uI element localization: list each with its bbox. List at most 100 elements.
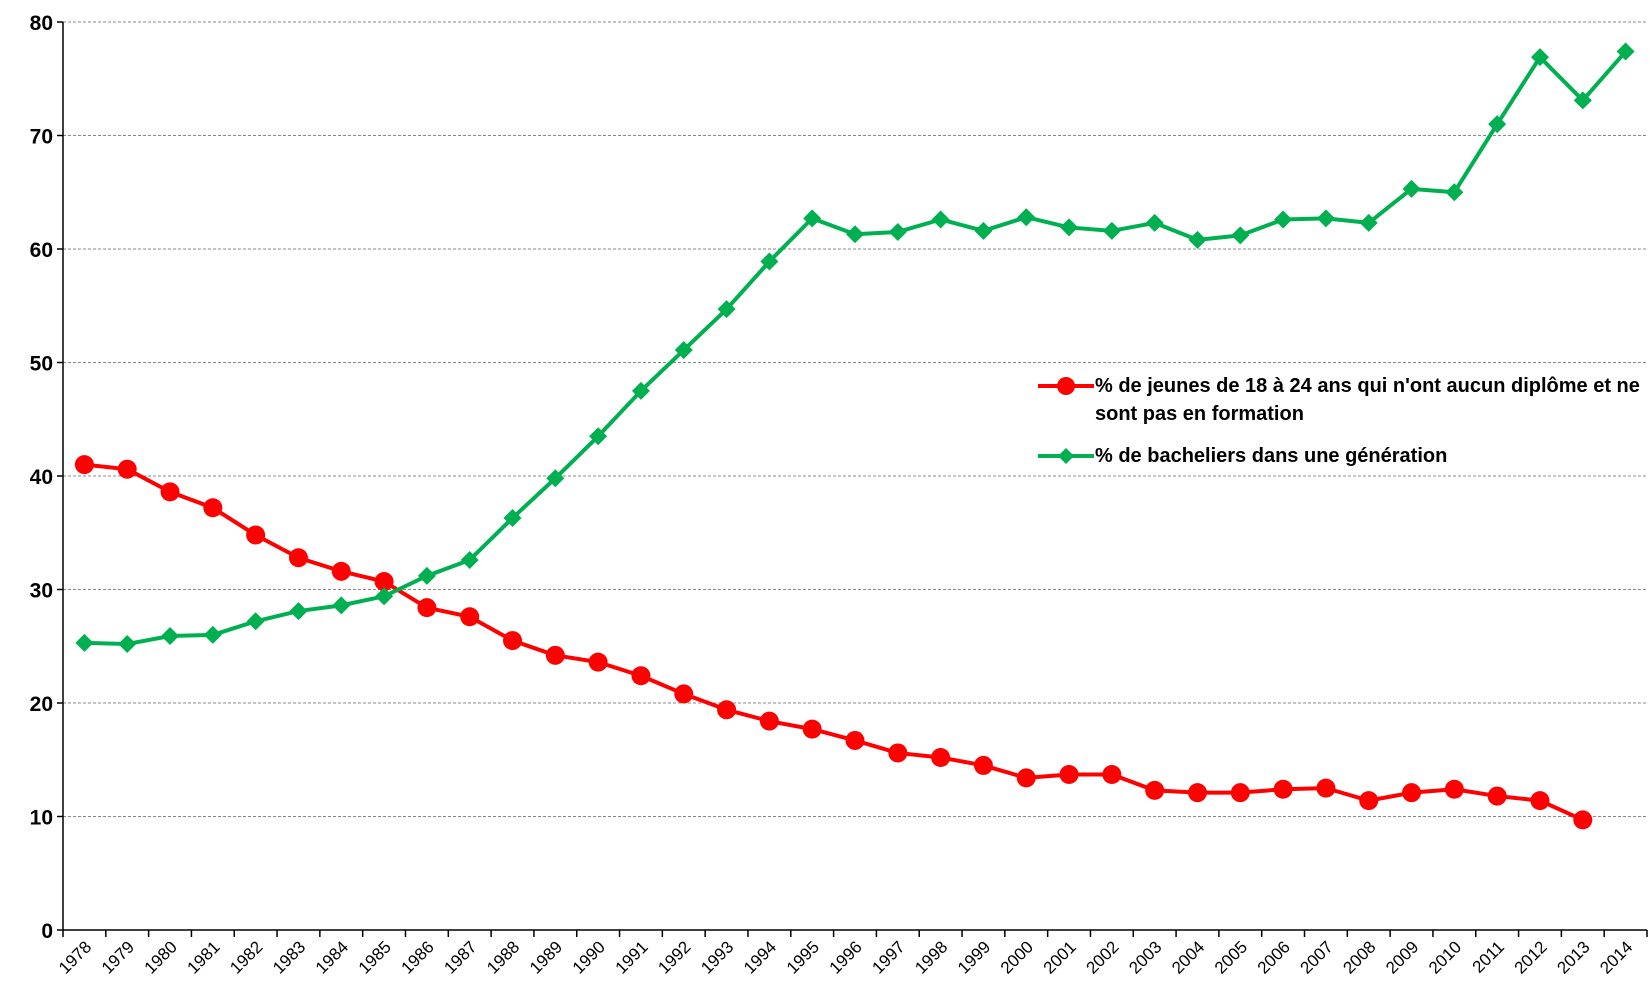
x-tick-label: 1986	[398, 937, 438, 977]
marker	[1188, 230, 1207, 249]
x-tick-label: 2005	[1211, 937, 1251, 977]
x-tick-label: 1988	[483, 937, 523, 977]
marker	[75, 633, 94, 652]
marker	[1616, 42, 1635, 61]
marker	[1444, 779, 1464, 799]
marker	[888, 222, 907, 241]
x-tick-label: 1983	[269, 937, 309, 977]
marker	[1359, 213, 1378, 232]
marker	[546, 469, 565, 488]
x-tick-label: 1997	[868, 937, 908, 977]
marker	[545, 645, 565, 665]
marker	[460, 607, 480, 627]
series-line	[84, 462, 1584, 822]
marker	[589, 427, 608, 446]
marker	[460, 550, 479, 569]
x-tick-label: 2006	[1254, 937, 1294, 977]
x-tick-label: 1985	[355, 937, 395, 977]
marker	[1273, 779, 1293, 799]
x-tick-label: 2011	[1469, 937, 1508, 976]
marker	[74, 455, 94, 475]
marker	[503, 631, 523, 651]
marker	[631, 666, 651, 686]
marker	[1316, 778, 1336, 798]
marker	[375, 587, 394, 606]
y-tick-label: 70	[30, 126, 53, 149]
legend-key	[1038, 377, 1094, 395]
marker	[118, 634, 137, 653]
marker	[203, 625, 222, 644]
x-tick-label: 1987	[440, 937, 480, 977]
marker	[1187, 783, 1207, 803]
series-line	[84, 50, 1628, 646]
marker	[1530, 791, 1550, 811]
marker	[1445, 183, 1464, 202]
marker	[1058, 448, 1074, 464]
x-tick-label: 1981	[183, 937, 223, 977]
marker	[374, 572, 394, 592]
marker	[246, 525, 266, 545]
marker	[1017, 208, 1036, 227]
marker	[846, 225, 864, 244]
x-tick-label: 1979	[98, 937, 138, 977]
x-tick-label: 1989	[526, 937, 566, 977]
y-tick-label: 60	[30, 239, 53, 262]
x-tick-label: 1998	[911, 937, 951, 977]
marker	[331, 561, 351, 581]
marker	[203, 498, 223, 518]
x-tick-label: 2008	[1339, 937, 1379, 977]
marker	[1060, 218, 1079, 237]
marker	[631, 381, 650, 400]
x-tick-label: 1991	[612, 937, 652, 977]
x-tick-label: 1993	[697, 937, 737, 977]
y-tick-label: 10	[30, 807, 53, 830]
marker	[1230, 783, 1250, 803]
x-tick-label: 1992	[654, 937, 694, 977]
x-tick-label: 2002	[1083, 937, 1123, 977]
marker	[1488, 115, 1507, 134]
marker	[845, 730, 865, 750]
marker	[931, 210, 950, 229]
y-tick-label: 20	[30, 693, 53, 716]
y-tick-label: 40	[30, 466, 53, 489]
x-tick-label: 2009	[1382, 937, 1422, 977]
marker	[1359, 791, 1379, 811]
marker	[289, 602, 308, 621]
marker	[1573, 91, 1592, 110]
x-tick-label: 2013	[1553, 937, 1593, 977]
x-tick-label: 1982	[226, 937, 266, 977]
x-tick-label: 2000	[997, 937, 1037, 977]
marker	[888, 743, 908, 763]
marker	[717, 300, 736, 319]
marker	[332, 596, 351, 615]
x-tick-label: 1994	[740, 937, 780, 977]
x-tick-label: 1984	[312, 937, 352, 977]
marker	[1057, 377, 1075, 395]
marker	[1402, 179, 1421, 198]
x-tick-label: 1980	[141, 937, 181, 977]
marker	[1016, 768, 1036, 788]
marker	[760, 252, 779, 271]
marker	[161, 627, 180, 646]
marker	[931, 747, 951, 767]
x-tick-label: 1995	[783, 937, 823, 977]
marker	[288, 548, 308, 568]
x-tick-label: 2001	[1040, 937, 1080, 977]
marker	[503, 508, 522, 527]
legend-key	[1038, 448, 1094, 464]
marker	[417, 566, 436, 585]
x-tick-label: 2012	[1511, 937, 1551, 977]
marker	[1274, 210, 1293, 229]
marker	[717, 700, 737, 720]
marker	[588, 652, 608, 672]
marker	[246, 612, 265, 631]
marker	[1316, 209, 1335, 228]
x-tick-label: 1990	[569, 937, 609, 977]
marker	[1573, 810, 1593, 830]
x-tick-label: 1978	[55, 937, 95, 977]
marker	[417, 598, 437, 618]
marker	[1231, 226, 1250, 245]
y-tick-label: 50	[30, 353, 53, 376]
